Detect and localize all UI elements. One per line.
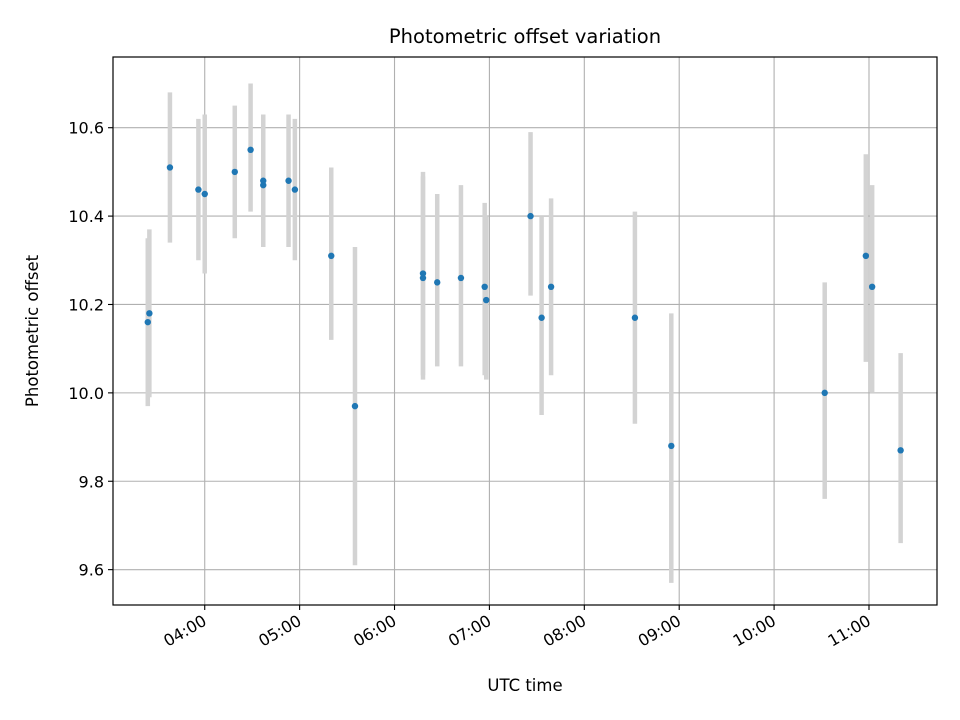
y-tick-label: 9.8 xyxy=(79,472,104,491)
y-tick-label: 10.0 xyxy=(68,384,104,403)
data-points xyxy=(144,146,904,454)
data-point xyxy=(351,402,359,410)
y-axis-label: Photometric offset xyxy=(23,254,42,407)
x-axis-ticks: 04:00 05:00 06:00 07:00 08:00 09:00 10:00 11:00 xyxy=(160,605,874,651)
data-point xyxy=(231,168,238,176)
x-tick-label: 05:00 xyxy=(255,611,304,651)
data-point xyxy=(483,296,490,304)
data-point xyxy=(868,283,876,291)
data-point xyxy=(631,314,639,321)
y-tick-label: 9.6 xyxy=(79,561,104,580)
data-point xyxy=(419,274,427,282)
x-axis-label: UTC time xyxy=(487,676,562,695)
data-point xyxy=(146,310,153,317)
data-point xyxy=(897,447,904,454)
y-axis-ticks: 9.6 9.8 10.0 10.2 10.4 10.6 xyxy=(68,119,113,580)
x-tick-label: 08:00 xyxy=(540,611,589,651)
x-tick-label: 04:00 xyxy=(160,611,209,651)
data-point xyxy=(419,270,427,277)
data-point xyxy=(527,212,534,220)
data-point xyxy=(285,177,292,184)
data-point xyxy=(668,442,675,450)
data-point xyxy=(166,164,174,171)
chart-title: Photometric offset variation xyxy=(389,25,661,48)
data-point xyxy=(260,181,267,189)
plot-frame xyxy=(112,56,938,606)
data-point xyxy=(821,389,828,397)
data-point xyxy=(457,274,465,282)
data-point xyxy=(538,314,545,321)
x-tick-label: 11:00 xyxy=(825,611,874,651)
data-point xyxy=(201,190,208,198)
y-tick-label: 10.6 xyxy=(68,119,104,138)
data-point xyxy=(144,318,151,326)
data-point xyxy=(247,146,254,154)
data-point xyxy=(481,283,488,291)
y-tick-label: 10.4 xyxy=(68,207,104,226)
data-point xyxy=(291,186,299,193)
data-point xyxy=(260,177,267,184)
grid xyxy=(113,57,937,605)
data-point xyxy=(434,279,441,286)
x-tick-label: 06:00 xyxy=(350,611,399,651)
x-tick-label: 10:00 xyxy=(730,611,779,651)
errorbars xyxy=(145,83,903,583)
data-point xyxy=(862,252,870,260)
data-point xyxy=(195,186,202,193)
data-point xyxy=(547,283,555,291)
x-tick-label: 09:00 xyxy=(635,611,684,651)
data-point xyxy=(328,252,335,260)
y-tick-label: 10.2 xyxy=(68,295,104,314)
x-tick-label: 07:00 xyxy=(445,611,494,651)
